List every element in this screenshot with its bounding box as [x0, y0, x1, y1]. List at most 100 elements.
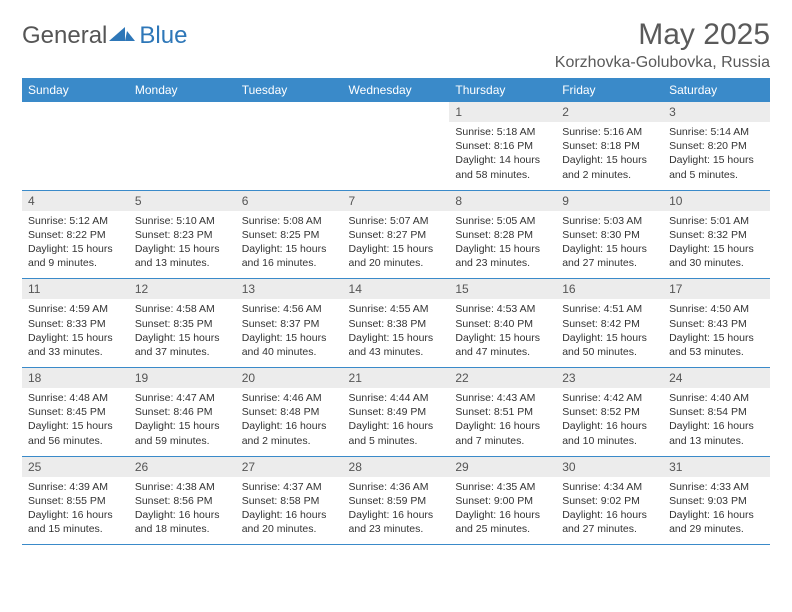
sunset-line: Sunset: 8:48 PM	[242, 405, 337, 419]
day-detail-row: Sunrise: 5:12 AMSunset: 8:22 PMDaylight:…	[22, 211, 770, 279]
sunrise-line: Sunrise: 4:40 AM	[669, 391, 764, 405]
day-number-cell: 31	[663, 456, 770, 477]
day-number-cell: 9	[556, 190, 663, 211]
sunrise-line: Sunrise: 4:56 AM	[242, 302, 337, 316]
day-number-cell: 3	[663, 102, 770, 122]
sunrise-line: Sunrise: 5:12 AM	[28, 214, 123, 228]
weekday-header: Thursday	[449, 78, 556, 102]
daylight-line: Daylight: 15 hours and 50 minutes.	[562, 331, 657, 359]
weekday-header-row: SundayMondayTuesdayWednesdayThursdayFrid…	[22, 78, 770, 102]
sunset-line: Sunset: 8:37 PM	[242, 317, 337, 331]
sunrise-line: Sunrise: 4:36 AM	[349, 480, 444, 494]
day-number-cell: 27	[236, 456, 343, 477]
day-number-cell: 13	[236, 279, 343, 300]
sunrise-line: Sunrise: 5:14 AM	[669, 125, 764, 139]
day-detail-row: Sunrise: 5:18 AMSunset: 8:16 PMDaylight:…	[22, 122, 770, 190]
daylight-line: Daylight: 16 hours and 10 minutes.	[562, 419, 657, 447]
daylight-line: Daylight: 15 hours and 43 minutes.	[349, 331, 444, 359]
day-number-cell: 28	[343, 456, 450, 477]
calendar-table: SundayMondayTuesdayWednesdayThursdayFrid…	[22, 78, 770, 544]
sunrise-line: Sunrise: 4:39 AM	[28, 480, 123, 494]
day-number-cell: 23	[556, 368, 663, 389]
sunrise-line: Sunrise: 5:03 AM	[562, 214, 657, 228]
sunset-line: Sunset: 8:40 PM	[455, 317, 550, 331]
day-detail-cell: Sunrise: 4:34 AMSunset: 9:02 PMDaylight:…	[556, 477, 663, 545]
daylight-line: Daylight: 15 hours and 53 minutes.	[669, 331, 764, 359]
brand-part2: Blue	[139, 22, 187, 50]
sunrise-line: Sunrise: 4:51 AM	[562, 302, 657, 316]
sunset-line: Sunset: 9:00 PM	[455, 494, 550, 508]
day-detail-cell: Sunrise: 4:40 AMSunset: 8:54 PMDaylight:…	[663, 388, 770, 456]
day-number-cell: 14	[343, 279, 450, 300]
day-number-row: 45678910	[22, 190, 770, 211]
day-detail-cell: Sunrise: 4:39 AMSunset: 8:55 PMDaylight:…	[22, 477, 129, 545]
sunset-line: Sunset: 8:35 PM	[135, 317, 230, 331]
sunset-line: Sunset: 8:55 PM	[28, 494, 123, 508]
sunrise-line: Sunrise: 4:42 AM	[562, 391, 657, 405]
daylight-line: Daylight: 16 hours and 15 minutes.	[28, 508, 123, 536]
brand-logo: General Blue	[22, 22, 187, 50]
day-number-cell: 20	[236, 368, 343, 389]
daylight-line: Daylight: 15 hours and 40 minutes.	[242, 331, 337, 359]
day-number-cell: 22	[449, 368, 556, 389]
sunrise-line: Sunrise: 4:43 AM	[455, 391, 550, 405]
day-number-cell	[343, 102, 450, 122]
day-detail-cell: Sunrise: 4:43 AMSunset: 8:51 PMDaylight:…	[449, 388, 556, 456]
sunrise-line: Sunrise: 5:18 AM	[455, 125, 550, 139]
day-number-cell	[129, 102, 236, 122]
logo-icon	[109, 22, 135, 50]
daylight-line: Daylight: 15 hours and 16 minutes.	[242, 242, 337, 270]
sunset-line: Sunset: 8:43 PM	[669, 317, 764, 331]
sunset-line: Sunset: 8:45 PM	[28, 405, 123, 419]
day-detail-cell: Sunrise: 5:03 AMSunset: 8:30 PMDaylight:…	[556, 211, 663, 279]
day-detail-cell: Sunrise: 5:14 AMSunset: 8:20 PMDaylight:…	[663, 122, 770, 190]
sunset-line: Sunset: 8:58 PM	[242, 494, 337, 508]
sunrise-line: Sunrise: 5:16 AM	[562, 125, 657, 139]
day-number-cell: 10	[663, 190, 770, 211]
daylight-line: Daylight: 15 hours and 13 minutes.	[135, 242, 230, 270]
sunset-line: Sunset: 8:46 PM	[135, 405, 230, 419]
day-number-cell: 18	[22, 368, 129, 389]
day-detail-cell: Sunrise: 4:44 AMSunset: 8:49 PMDaylight:…	[343, 388, 450, 456]
daylight-line: Daylight: 15 hours and 9 minutes.	[28, 242, 123, 270]
sunrise-line: Sunrise: 5:01 AM	[669, 214, 764, 228]
daylight-line: Daylight: 16 hours and 18 minutes.	[135, 508, 230, 536]
title-block: May 2025 Korzhovka-Golubovka, Russia	[555, 18, 770, 72]
day-number-cell: 1	[449, 102, 556, 122]
day-detail-cell	[236, 122, 343, 190]
day-detail-cell: Sunrise: 4:47 AMSunset: 8:46 PMDaylight:…	[129, 388, 236, 456]
month-title: May 2025	[555, 18, 770, 52]
day-number-cell: 2	[556, 102, 663, 122]
header: General Blue May 2025 Korzhovka-Golubovk…	[22, 18, 770, 72]
sunrise-line: Sunrise: 4:46 AM	[242, 391, 337, 405]
sunset-line: Sunset: 8:22 PM	[28, 228, 123, 242]
sunrise-line: Sunrise: 4:48 AM	[28, 391, 123, 405]
daylight-line: Daylight: 16 hours and 5 minutes.	[349, 419, 444, 447]
day-detail-cell: Sunrise: 5:05 AMSunset: 8:28 PMDaylight:…	[449, 211, 556, 279]
day-detail-cell: Sunrise: 4:59 AMSunset: 8:33 PMDaylight:…	[22, 299, 129, 367]
sunset-line: Sunset: 8:23 PM	[135, 228, 230, 242]
daylight-line: Daylight: 15 hours and 59 minutes.	[135, 419, 230, 447]
day-detail-cell: Sunrise: 4:46 AMSunset: 8:48 PMDaylight:…	[236, 388, 343, 456]
day-detail-cell: Sunrise: 5:07 AMSunset: 8:27 PMDaylight:…	[343, 211, 450, 279]
sunset-line: Sunset: 8:33 PM	[28, 317, 123, 331]
daylight-line: Daylight: 16 hours and 23 minutes.	[349, 508, 444, 536]
sunset-line: Sunset: 8:56 PM	[135, 494, 230, 508]
daylight-line: Daylight: 15 hours and 30 minutes.	[669, 242, 764, 270]
sunrise-line: Sunrise: 4:44 AM	[349, 391, 444, 405]
day-detail-cell: Sunrise: 5:16 AMSunset: 8:18 PMDaylight:…	[556, 122, 663, 190]
daylight-line: Daylight: 16 hours and 20 minutes.	[242, 508, 337, 536]
sunrise-line: Sunrise: 5:05 AM	[455, 214, 550, 228]
daylight-line: Daylight: 15 hours and 23 minutes.	[455, 242, 550, 270]
day-detail-cell: Sunrise: 4:56 AMSunset: 8:37 PMDaylight:…	[236, 299, 343, 367]
sunrise-line: Sunrise: 4:37 AM	[242, 480, 337, 494]
daylight-line: Daylight: 16 hours and 27 minutes.	[562, 508, 657, 536]
sunset-line: Sunset: 8:38 PM	[349, 317, 444, 331]
day-detail-cell: Sunrise: 5:18 AMSunset: 8:16 PMDaylight:…	[449, 122, 556, 190]
day-detail-cell	[22, 122, 129, 190]
daylight-line: Daylight: 16 hours and 29 minutes.	[669, 508, 764, 536]
brand-part1: General	[22, 22, 107, 50]
sunrise-line: Sunrise: 4:58 AM	[135, 302, 230, 316]
day-number-cell: 8	[449, 190, 556, 211]
daylight-line: Daylight: 15 hours and 56 minutes.	[28, 419, 123, 447]
